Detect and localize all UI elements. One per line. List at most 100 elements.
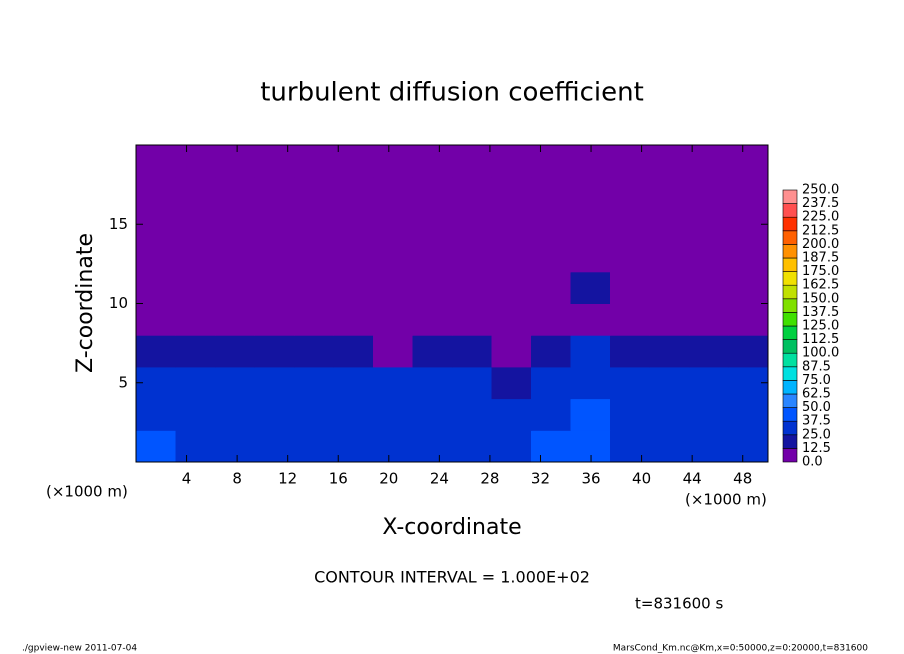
cell [254, 145, 295, 178]
cell [689, 398, 729, 431]
cell [689, 176, 729, 209]
cell [175, 176, 216, 209]
cell [689, 366, 729, 400]
cell [452, 176, 492, 209]
cell [333, 208, 374, 241]
colorbar-label: 212.5 [802, 223, 839, 238]
cell [452, 398, 492, 431]
cell [728, 398, 769, 431]
x-unit: (×1000 m) [685, 491, 767, 509]
cell [373, 398, 413, 431]
y-tick-label: 5 [118, 373, 128, 391]
colorbar-label: 37.5 [802, 414, 831, 429]
cell [649, 303, 690, 336]
cell [570, 145, 611, 178]
cell [531, 335, 571, 368]
colorbar-box [782, 189, 798, 204]
cell [452, 271, 492, 304]
colorbar-label: 75.0 [802, 373, 831, 388]
cell [412, 240, 453, 273]
cell [610, 271, 650, 304]
x-tick-label: 48 [733, 470, 752, 488]
cell [610, 208, 650, 241]
cell [333, 145, 374, 178]
x-tick-label: 36 [581, 470, 600, 488]
cell [491, 335, 532, 368]
cell [610, 240, 650, 273]
x-tick-label: 32 [531, 470, 550, 488]
cell [294, 303, 334, 336]
colorbar-box [782, 298, 798, 313]
colorbar-box [782, 420, 798, 436]
cell [175, 430, 216, 463]
cell [333, 366, 374, 400]
cell [728, 145, 769, 178]
colorbar-label: 125.0 [802, 319, 839, 334]
colorbar-box [782, 257, 798, 272]
cell [570, 303, 611, 336]
y-tick-label: 15 [109, 215, 128, 233]
contour-note: CONTOUR INTERVAL = 1.000E+02 [314, 568, 590, 587]
cell [689, 430, 729, 463]
cell [333, 398, 374, 431]
cell [294, 430, 334, 463]
cell [412, 430, 453, 463]
cell [254, 398, 295, 431]
cell [452, 240, 492, 273]
colorbar-box [782, 271, 798, 286]
cell [136, 398, 176, 431]
cell [254, 208, 295, 241]
cell [728, 303, 769, 336]
cell [728, 430, 769, 463]
colorbar-label: 175.0 [802, 264, 839, 279]
cell [728, 240, 769, 273]
cell [412, 145, 453, 178]
cell [333, 303, 374, 336]
cell [531, 271, 571, 304]
colorbar-box [782, 203, 798, 218]
cell [649, 398, 690, 431]
cell [689, 208, 729, 241]
x-axis-label: X-coordinate [382, 515, 521, 540]
cell [175, 303, 216, 336]
footer: ./gpview-new 2011-07-04 [22, 644, 137, 654]
cell [491, 240, 532, 273]
cell [373, 303, 413, 336]
cell [649, 271, 690, 304]
cell [570, 208, 611, 241]
cell [373, 176, 413, 209]
cell [254, 335, 295, 368]
cell [570, 335, 611, 368]
cell [531, 145, 571, 178]
cell [491, 271, 532, 304]
colorbar-label: 250.0 [802, 183, 839, 198]
time-note: t=831600 s [635, 595, 723, 613]
colorbar-label: 162.5 [802, 278, 839, 293]
cell [254, 176, 295, 209]
cell [136, 335, 176, 368]
x-tick-label: 40 [632, 470, 651, 488]
cell [491, 176, 532, 209]
x-tick-label: 4 [182, 470, 192, 488]
cell [452, 366, 492, 400]
x-unit: (×1000 m) [46, 483, 128, 501]
cell [136, 303, 176, 336]
cell [373, 335, 413, 368]
colorbar-label: 62.5 [802, 387, 831, 402]
cell [136, 271, 176, 304]
cell [610, 176, 650, 209]
x-tick-label: 12 [278, 470, 297, 488]
cell [373, 208, 413, 241]
cell [215, 430, 255, 463]
cell [728, 335, 769, 368]
cell [531, 176, 571, 209]
cell [531, 208, 571, 241]
cell [333, 176, 374, 209]
cell [491, 145, 532, 178]
colorbar-label: 0.0 [802, 455, 823, 470]
cell [254, 430, 295, 463]
colorbar-box [782, 407, 798, 422]
cell [215, 208, 255, 241]
colorbar-box [782, 216, 798, 232]
cell [412, 398, 453, 431]
